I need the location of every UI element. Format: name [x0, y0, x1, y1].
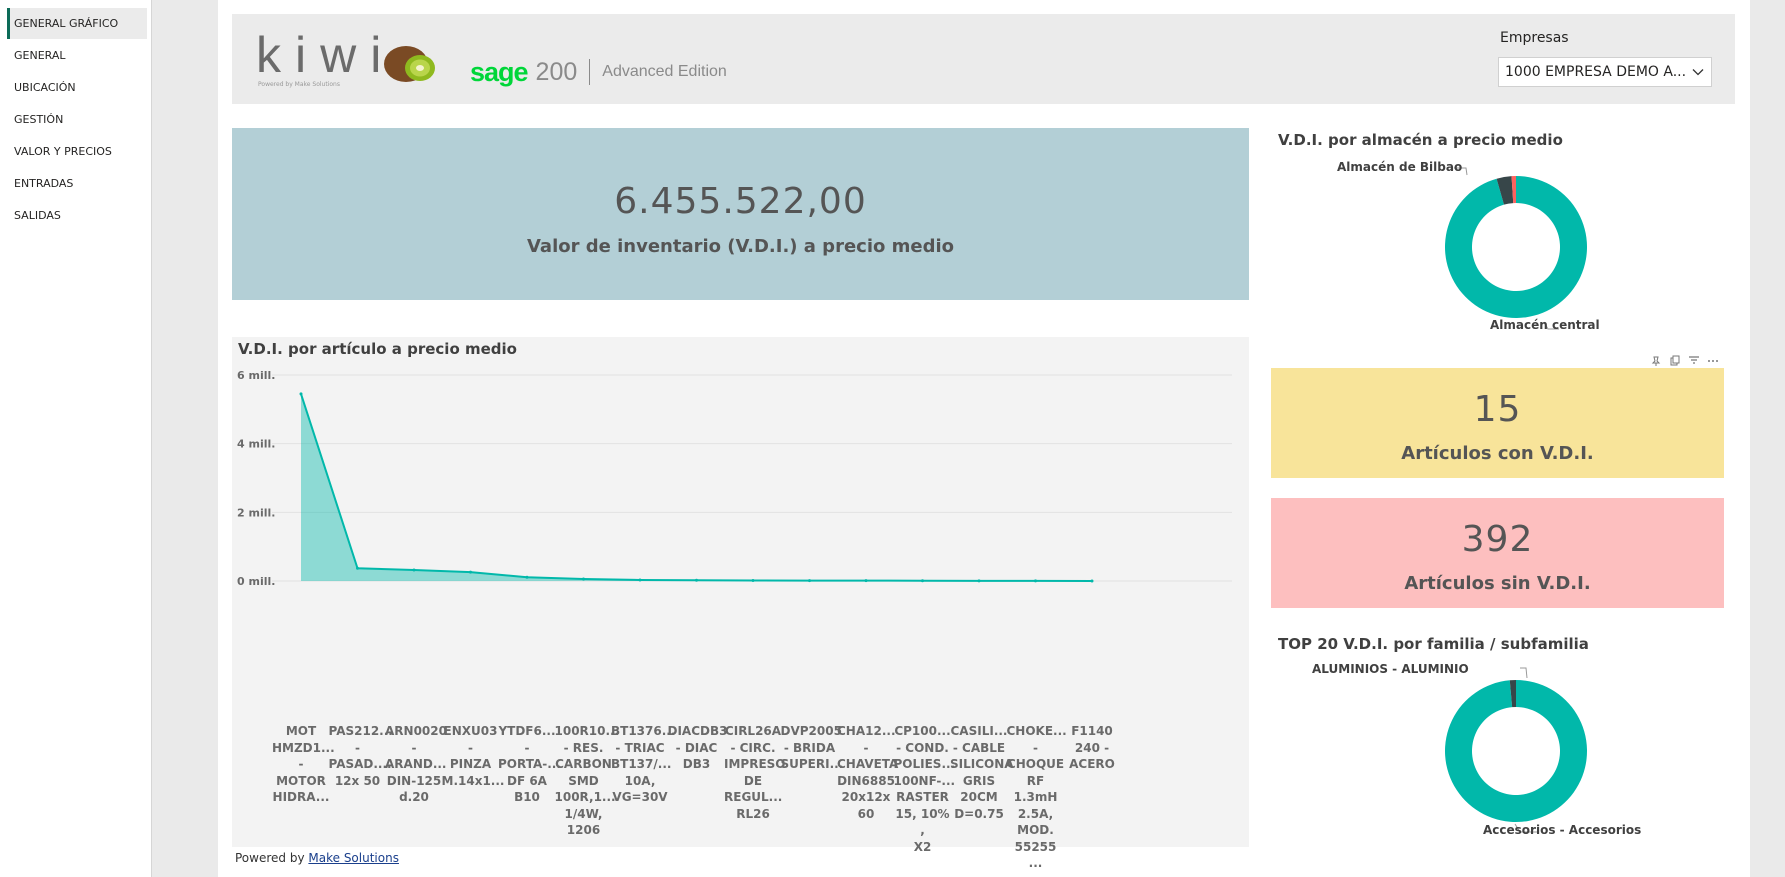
- kiwi-logo: kiwi Powered by Make Solutions: [256, 24, 446, 96]
- nav-item-general[interactable]: GENERAL: [14, 49, 66, 62]
- donut-chart-familia: [1445, 667, 1587, 833]
- donut-card-almacen[interactable]: V.D.I. por almacén a precio medio Almacé…: [1270, 128, 1735, 338]
- data-point: [921, 579, 924, 583]
- copy-icon[interactable]: [1669, 352, 1681, 366]
- y-tick-label: 4 mill.: [237, 438, 275, 451]
- kpi-sin-value: 392: [1461, 519, 1534, 560]
- pin-icon[interactable]: [1650, 352, 1662, 366]
- powered-by: Powered by Make Solutions: [235, 851, 399, 865]
- report-canvas: kiwi Powered by Make Solutions sage 200 …: [218, 0, 1750, 877]
- kpi-value: 6.455.522,00: [614, 181, 867, 222]
- data-point: [751, 578, 755, 582]
- visual-header-tools: [1650, 352, 1722, 366]
- x-tick-label: ENXU03 - PINZA M.14x1...: [441, 724, 505, 788]
- leader-line: [1520, 667, 1528, 679]
- kpi-con-label: Artículos con V.D.I.: [1401, 443, 1594, 464]
- nav-item-valor-y-precios[interactable]: VALOR Y PRECIOS: [14, 145, 112, 158]
- x-tick-label: CHA12... - CHAVETA DIN6885 20x12x 60: [837, 724, 899, 821]
- sage-edition: Advanced Edition: [602, 63, 727, 80]
- header-banner: kiwi Powered by Make Solutions sage 200 …: [232, 14, 1735, 104]
- area-line: [300, 393, 1093, 582]
- nav-item-gestion[interactable]: GESTIÓN: [14, 113, 64, 126]
- data-point: [695, 578, 698, 582]
- kpi-label: Valor de inventario (V.D.I.) a precio me…: [526, 236, 955, 257]
- x-tick-label: F1140 240 - ACERO: [1069, 724, 1115, 771]
- area-chart-card[interactable]: V.D.I. por artículo a precio medio 6 mil…: [232, 337, 1249, 870]
- area-chart-title: V.D.I. por artículo a precio medio: [238, 340, 517, 358]
- x-tick-label: PAS212... - PASAD.... 12x 50: [328, 724, 393, 788]
- data-point: [356, 566, 359, 570]
- leader-line: [1543, 321, 1559, 330]
- donut-slice: [1511, 176, 1516, 204]
- sage-separator: [589, 59, 591, 85]
- donut-label-accesorios: Accesorios - Accesorios: [1483, 823, 1642, 837]
- area-fill: [301, 393, 1092, 581]
- data-point: [638, 578, 642, 582]
- data-point: [525, 575, 529, 579]
- donut-card-familia[interactable]: TOP 20 V.D.I. por familia / subfamilia A…: [1270, 632, 1735, 847]
- x-tick-label: DIACDB3- DIAC DB3: [667, 724, 728, 771]
- donut-slice: [1445, 176, 1587, 318]
- donut-familia-title: TOP 20 V.D.I. por familia / subfamilia: [1278, 635, 1589, 653]
- kpi-sin-label: Artículos sin V.D.I.: [1404, 573, 1591, 594]
- sage-number: 200: [535, 57, 578, 86]
- data-point: [864, 579, 868, 583]
- data-point: [412, 568, 416, 572]
- kpi-con-value: 15: [1473, 389, 1522, 430]
- x-tick-label: 100R10... - RES. CARBON SMD 100R,1... 1/4W, 12…: [554, 724, 620, 837]
- x-tick-label: MOT HMZD1... - MOTOR HIDRA...: [272, 724, 335, 804]
- donut-chart-almacen: [1445, 167, 1587, 330]
- x-tick-label: CIRL26A - CIRC. IMPRESO DE REGUL... RL26: [724, 724, 786, 821]
- x-tick-label: ARN0020- ARAND... DIN-125 d.20: [385, 724, 447, 804]
- kpi-card-articulos-sin[interactable]: 392 Artículos sin V.D.I.: [1271, 498, 1724, 608]
- empresas-dropdown[interactable]: 1000 EMPRESA DEMO A...: [1498, 57, 1712, 87]
- data-point: [299, 392, 303, 396]
- kpi-card-valor-inventario[interactable]: 6.455.522,00 Valor de inventario (V.D.I.…: [232, 128, 1249, 300]
- x-tick-label: YTDF6... - PORTA-... DF 6A B10: [498, 724, 561, 804]
- donut-almacen-title: V.D.I. por almacén a precio medio: [1278, 131, 1563, 149]
- data-point: [1034, 579, 1037, 583]
- data-point: [469, 570, 472, 574]
- x-tick-label: CASILI... - CABLE SILICONA GRIS 20CM D=0.75: [950, 724, 1014, 821]
- donut-label-central: Almacén central: [1490, 318, 1600, 332]
- filter-icon[interactable]: [1688, 352, 1700, 364]
- make-solutions-link[interactable]: Make Solutions: [308, 851, 399, 865]
- leader-line: [1514, 823, 1538, 833]
- kiwi-logo-text: kiwi: [256, 27, 395, 83]
- chevron-down-icon: [1692, 69, 1704, 76]
- sage-200-logo: sage 200 Advanced Edition: [470, 52, 727, 92]
- empresas-label: Empresas: [1500, 30, 1569, 46]
- powered-by-text: Powered by: [235, 851, 305, 865]
- x-tick-label: CP100... - COND. POLIES... 100NF-... RASTER 1…: [893, 724, 956, 854]
- sidebar-nav: GENERAL GRÁFICO GENERAL UBICACIÓN GESTIÓ…: [0, 0, 152, 877]
- donut-slice: [1445, 680, 1587, 822]
- x-tick-label: DVP2005- BRIDA SUPERI...: [780, 724, 844, 771]
- kpi-card-articulos-con[interactable]: 15 Artículos con V.D.I.: [1271, 368, 1724, 478]
- nav-item-general-grafico[interactable]: GENERAL GRÁFICO: [7, 8, 147, 39]
- y-tick-label: 2 mill.: [237, 506, 275, 519]
- kiwi-fruit-icon: [384, 46, 435, 82]
- more-options-icon[interactable]: [1707, 352, 1719, 364]
- y-tick-label: 0 mill.: [237, 575, 275, 588]
- x-tick-label: BT1376... - TRIAC BT137/... 10A, VG=30V: [611, 724, 676, 804]
- donut-slice: [1509, 680, 1516, 708]
- donut-label-aluminios: ALUMINIOS - ALUMINIO: [1312, 662, 1469, 676]
- data-point: [1090, 579, 1094, 583]
- nav-item-salidas[interactable]: SALIDAS: [14, 209, 61, 222]
- y-tick-label: 6 mill.: [237, 369, 275, 382]
- data-point: [808, 579, 811, 583]
- empresas-selected-value: 1000 EMPRESA DEMO A...: [1505, 64, 1687, 80]
- sage-word: sage: [470, 56, 529, 87]
- data-point: [977, 579, 981, 583]
- area-chart: 6 mill. 4 mill. 2 mill. 0 mill.: [237, 369, 1232, 588]
- x-tick-label: CHOKE... - CHOQUE RF 1.3mH 2.5A, MOD. 55255 ..…: [1006, 724, 1067, 870]
- nav-item-ubicacion[interactable]: UBICACIÓN: [14, 81, 76, 94]
- leader-line: [1454, 167, 1468, 176]
- data-point: [582, 577, 585, 581]
- donut-slice: [1496, 176, 1514, 205]
- nav-item-entradas[interactable]: ENTRADAS: [14, 177, 74, 190]
- donut-label-bilbao: Almacén de Bilbao: [1337, 160, 1463, 174]
- kiwi-tagline: Powered by Make Solutions: [258, 81, 340, 88]
